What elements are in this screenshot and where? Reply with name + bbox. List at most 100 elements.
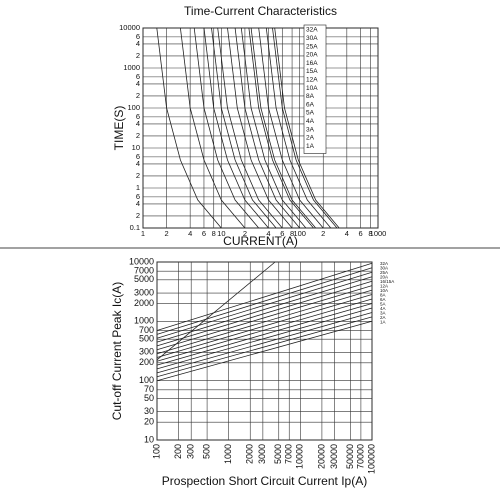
legend-box bbox=[303, 24, 327, 154]
legend-label: 10A bbox=[380, 288, 388, 293]
x-tick-label: 20000 bbox=[316, 444, 326, 469]
legend-label: 6A bbox=[380, 297, 386, 302]
y-tick-label: 1 bbox=[136, 183, 140, 192]
series-line bbox=[156, 307, 373, 370]
x-tick-label: 30000 bbox=[329, 444, 339, 469]
series-line bbox=[156, 27, 222, 229]
legend-label: 20A bbox=[306, 52, 318, 59]
legend-label: 30A bbox=[380, 266, 388, 271]
x-tick-label: 70000 bbox=[355, 444, 365, 469]
y-tick-label: 50 bbox=[144, 393, 154, 403]
x-tick-label: 2 bbox=[321, 229, 325, 238]
y-tick-label: 30 bbox=[144, 406, 154, 416]
series-line bbox=[265, 27, 332, 229]
legend-label: 12A bbox=[306, 77, 318, 84]
series-line bbox=[156, 280, 373, 347]
x-tick-label: 7000 bbox=[284, 444, 294, 464]
x-tick-label: 6 bbox=[359, 229, 363, 238]
legend-label: 3A bbox=[306, 126, 315, 133]
x-tick-label: 500 bbox=[201, 444, 211, 459]
series-line bbox=[203, 27, 269, 229]
chart-title: Time-Current Characteristics bbox=[184, 4, 337, 18]
series-line bbox=[193, 27, 260, 229]
y-tick-label: 4 bbox=[136, 199, 140, 208]
y-tick-label: 2 bbox=[136, 131, 140, 140]
legend-label: 5A bbox=[380, 302, 386, 307]
y-tick-label: 6 bbox=[136, 152, 140, 161]
x-tick-label: 4 bbox=[345, 229, 349, 238]
x-tick-label: 8 bbox=[212, 229, 216, 238]
y-tick-label: 6 bbox=[136, 72, 140, 81]
legend-label: 16A bbox=[306, 60, 318, 67]
series-line bbox=[156, 285, 373, 351]
y-axis-label: Cut-off Current Peak Ic(A) bbox=[110, 282, 124, 421]
y-tick-label: 2 bbox=[136, 91, 140, 100]
series-line bbox=[156, 267, 373, 335]
legend-label: 32A bbox=[306, 27, 318, 34]
series-line bbox=[217, 27, 283, 229]
series-line bbox=[156, 261, 276, 361]
series-line bbox=[156, 262, 373, 331]
y-tick-label: 1000 bbox=[134, 316, 154, 326]
y-tick-label: 0.1 bbox=[130, 223, 140, 232]
x-tick-label: 8 bbox=[368, 229, 372, 238]
series-line bbox=[156, 312, 373, 374]
y-tick-label: 4 bbox=[136, 119, 140, 128]
legend-label: 10A bbox=[306, 85, 318, 92]
y-tick-label: 100 bbox=[139, 375, 154, 385]
legend-label: 20A bbox=[380, 275, 388, 280]
x-tick-label: 50000 bbox=[345, 444, 355, 469]
y-tick-label: 1000 bbox=[123, 63, 140, 72]
y-tick-label: 6 bbox=[136, 192, 140, 201]
x-tick-label: 2 bbox=[243, 229, 247, 238]
y-tick-label: 4 bbox=[136, 39, 140, 48]
series-line bbox=[227, 27, 293, 229]
x-tick-label: 300 bbox=[186, 444, 196, 459]
x-tick-label: 1 bbox=[141, 229, 145, 238]
legend-label: 12A bbox=[380, 284, 388, 289]
series-line bbox=[156, 316, 373, 378]
y-tick-label: 2 bbox=[136, 211, 140, 220]
series-line bbox=[248, 27, 314, 229]
y-tick-label: 2 bbox=[136, 171, 140, 180]
y-tick-label: 100 bbox=[127, 103, 140, 112]
plot-frame bbox=[142, 27, 379, 229]
x-tick-label: 6 bbox=[202, 229, 206, 238]
series-line bbox=[156, 298, 373, 362]
series-line bbox=[156, 303, 373, 366]
y-tick-label: 3000 bbox=[134, 287, 154, 297]
series-line bbox=[258, 27, 324, 229]
x-axis-label: CURRENT(A) bbox=[223, 234, 298, 248]
y-tick-label: 300 bbox=[139, 347, 154, 357]
x-tick-label: 4 bbox=[266, 229, 270, 238]
y-tick-label: 700 bbox=[139, 325, 154, 335]
x-tick-label: 2000 bbox=[245, 444, 255, 464]
x-tick-label: 5000 bbox=[273, 444, 283, 464]
x-tick-label: 3000 bbox=[257, 444, 267, 464]
x-tick-label: 10000 bbox=[295, 444, 305, 469]
x-tick-label: 1000 bbox=[370, 229, 387, 238]
x-tick-label: 6 bbox=[280, 229, 284, 238]
legend-label: 1A bbox=[306, 143, 315, 150]
legend-label: 2A bbox=[380, 315, 386, 320]
series-line bbox=[156, 294, 373, 358]
legend-label: 5A bbox=[306, 110, 315, 117]
y-tick-label: 6 bbox=[136, 112, 140, 121]
series-line bbox=[156, 320, 373, 382]
legend-label: 1A bbox=[380, 320, 386, 325]
legend-label: 16/15A bbox=[380, 279, 394, 284]
x-tick-label: 100 bbox=[151, 444, 161, 459]
series-line bbox=[180, 27, 246, 229]
y-tick-label: 500 bbox=[139, 334, 154, 344]
legend-label: 30A bbox=[306, 35, 318, 42]
x-tick-label: 8 bbox=[290, 229, 294, 238]
legend-label: 4A bbox=[380, 306, 386, 311]
legend-label: 2A bbox=[306, 135, 315, 142]
x-tick-label: 100 bbox=[293, 229, 306, 238]
y-tick-label: 7000 bbox=[134, 266, 154, 276]
y-tick-label: 5000 bbox=[134, 274, 154, 284]
y-tick-label: 2 bbox=[136, 51, 140, 60]
y-axis-label: TIME(S) bbox=[112, 106, 126, 151]
y-tick-label: 10000 bbox=[129, 256, 154, 266]
y-tick-label: 10 bbox=[132, 143, 140, 152]
